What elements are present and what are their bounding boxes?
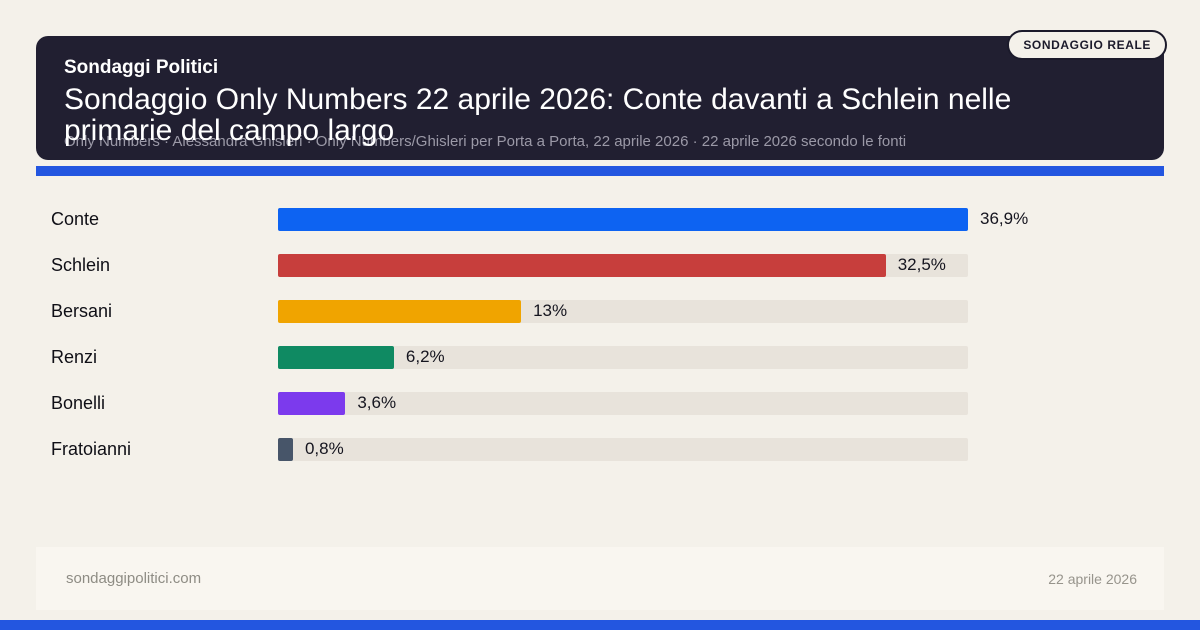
status-badge: SONDAGGIO REALE [1007,30,1167,60]
bar-track: 6,2% [278,345,968,369]
site-kicker: Sondaggi Politici [64,57,219,78]
bar-bersani [278,299,522,323]
bar-track: 13% [278,299,968,323]
candidate-label: Schlein [51,254,111,275]
bar-row: Bersani 13% [36,288,1164,334]
accent-divider [36,166,1164,176]
header-card: Sondaggi Politici Only Numbers · Alessan… [36,36,1164,160]
bar-track: 36,9% [278,207,1028,231]
value-label: 3,6% [357,393,397,412]
candidate-label: Fratoianni [51,438,132,459]
bar-track: 0,8% [278,437,968,461]
value-label: 6,2% [405,347,445,366]
candidate-label: Renzi [51,346,98,367]
bar-row: Bonelli 3,6% [36,380,1164,426]
bar-bonelli [278,391,346,415]
bar-schlein [278,253,886,277]
candidate-label: Bonelli [51,392,106,413]
value-label: 0,8% [304,439,344,458]
bar-row: Renzi 6,2% [36,334,1164,380]
bar-track: 3,6% [278,391,968,415]
bar-chart: Conte 36,9% Schlein 32,5% Bersani 13% Renzi 6,2… [36,196,1164,472]
footer-date: 22 aprile 2026 [1048,570,1137,587]
footer: sondaggipolitici.com 22 aprile 2026 [36,547,1164,610]
value-label: 32,5% [897,255,946,274]
bar-row: Fratoianni 0,8% [36,426,1164,472]
bar-track: 32,5% [278,253,968,277]
bar-fratoianni [278,437,293,461]
bottom-accent-bar [0,620,1200,630]
bar-renzi [278,345,394,369]
candidate-label: Conte [51,208,100,229]
value-label: 13% [533,301,568,320]
poll-title: Sondaggio Only Numbers 22 aprile 2026: C… [64,83,1012,147]
bar-row: Conte 36,9% [36,196,1164,242]
footer-site-url: sondaggipolitici.com [66,570,202,587]
candidate-label: Bersani [51,300,113,321]
bar-row: Schlein 32,5% [36,242,1164,288]
bar-conte [278,207,968,231]
value-label: 36,9% [980,209,1029,228]
poll-source-subtitle: Only Numbers · Alessandra Ghisleri · Onl… [64,133,907,150]
